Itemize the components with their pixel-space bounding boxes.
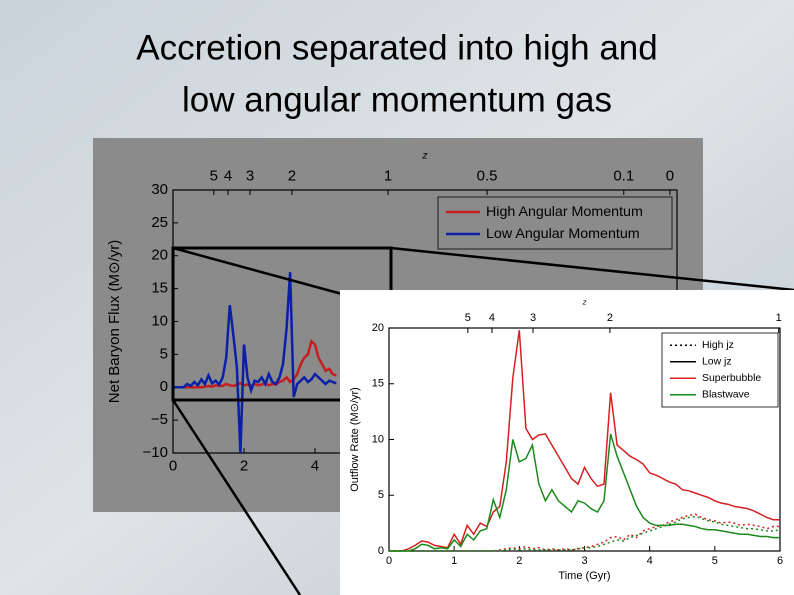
legend-label: Low jz: [702, 357, 732, 368]
y-tick-label: 15: [372, 378, 384, 390]
series-line: [389, 433, 780, 552]
legend-label: Superbubble: [702, 373, 761, 384]
top-tick-label: 3: [246, 167, 254, 184]
y-tick-label: 25: [151, 214, 168, 231]
x-tick-label: 0: [169, 457, 177, 474]
y-tick-label: 30: [151, 181, 168, 198]
x-axis-label: Time (Gyr): [558, 570, 610, 582]
y-tick-label: 15: [151, 280, 168, 297]
top-axis-label: z: [421, 149, 428, 161]
top-tick-label: 1: [776, 312, 782, 324]
legend-label: High jz: [702, 340, 734, 351]
zoom-line: [171, 399, 302, 595]
y-tick-label: −10: [143, 444, 168, 461]
series-line: [389, 330, 780, 552]
y-tick-label: 10: [372, 433, 384, 445]
y-axis-label: Net Baryon Flux (M⊙/yr): [106, 240, 123, 403]
y-tick-label: 20: [151, 247, 168, 264]
top-tick-label: 4: [489, 312, 495, 324]
slide-title: Accretion separated into high and: [136, 28, 657, 67]
zoom-line: [172, 246, 343, 296]
x-tick-label: 4: [311, 457, 319, 474]
slide-title: low angular momentum gas: [182, 80, 612, 119]
top-tick-label: 3: [530, 312, 536, 324]
y-tick-label: 10: [151, 312, 168, 329]
legend-label: High Angular Momentum: [486, 204, 643, 220]
x-tick-label: 0: [386, 555, 392, 567]
legend-label: Blastwave: [702, 390, 750, 401]
x-tick-label: 1: [451, 555, 457, 567]
top-tick-label: 4: [224, 167, 232, 184]
x-tick-label: 5: [712, 555, 718, 567]
top-tick-label: 2: [607, 312, 613, 324]
top-tick-label: 5: [210, 167, 218, 184]
y-axis-label: Outflow Rate (M⊙/yr): [349, 387, 361, 492]
y-tick-label: 20: [372, 322, 384, 334]
legend-label: Low Angular Momentum: [486, 226, 640, 242]
series-line: [173, 272, 337, 454]
x-tick-label: 2: [240, 457, 248, 474]
top-tick-label: 0.1: [613, 167, 634, 184]
y-tick-label: −5: [151, 411, 168, 428]
y-tick-label: 5: [160, 345, 168, 362]
top-tick-label: 0: [666, 167, 674, 184]
chart-outflow: 0 5 10 15 20 0 1 2 3 4 5 6 5 4 3 2 1 z Time (Gyr) Outflow R…: [340, 290, 794, 595]
y-tick-label: 0: [378, 545, 384, 557]
y-tick-label: 5: [378, 489, 384, 501]
x-tick-label: 6: [777, 555, 783, 567]
top-tick-label: 0.5: [477, 167, 498, 184]
series-line: [389, 515, 781, 552]
legend-box: [437, 196, 673, 250]
x-tick-label: 4: [647, 555, 653, 567]
zoom-line: [390, 246, 794, 292]
x-tick-label: 2: [516, 555, 522, 567]
x-tick-label: 3: [581, 555, 587, 567]
top-tick-label: 2: [288, 167, 296, 184]
top-axis-label: z: [582, 298, 587, 307]
top-tick-label: 1: [384, 167, 392, 184]
y-tick-label: 0: [160, 378, 168, 395]
top-tick-label: 5: [465, 312, 471, 324]
